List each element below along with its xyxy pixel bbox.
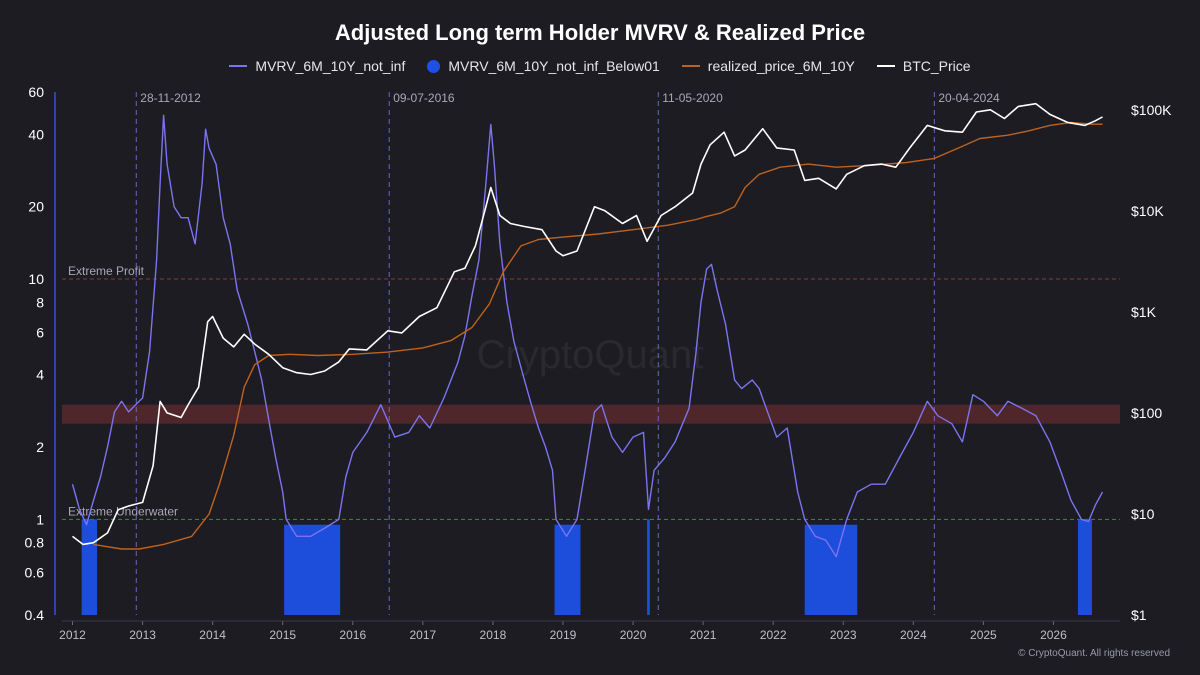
y-left-tick-label: 0.8 xyxy=(25,535,45,551)
x-tick-label: 2016 xyxy=(339,628,366,642)
chart-title: Adjusted Long term Holder MVRV & Realize… xyxy=(334,20,866,45)
x-tick-label: 2024 xyxy=(900,628,927,642)
reference-line-label: Extreme Profit xyxy=(68,264,145,278)
y-left-tick-label: 20 xyxy=(28,199,44,215)
x-tick-label: 2023 xyxy=(830,628,857,642)
x-tick-label: 2020 xyxy=(620,628,647,642)
below01-bar xyxy=(804,524,858,615)
below01-bar xyxy=(1077,519,1092,615)
below01-bar xyxy=(284,524,341,615)
x-tick-label: 2025 xyxy=(970,628,997,642)
below01-bar xyxy=(81,519,98,615)
x-tick-label: 2019 xyxy=(550,628,577,642)
risk-band xyxy=(62,404,1120,424)
x-tick-label: 2012 xyxy=(59,628,86,642)
cycle-marker-label: 20-04-2024 xyxy=(938,91,1000,105)
cycle-marker-label: 11-05-2020 xyxy=(662,91,723,105)
y-right-tick-label: $1 xyxy=(1131,607,1147,623)
y-right-tick-label: $100 xyxy=(1131,405,1162,421)
y-left-tick-label: 0.6 xyxy=(25,565,45,581)
legend-label: realized_price_6M_10Y xyxy=(707,58,855,74)
series-line xyxy=(72,102,1103,546)
y-left-tick-label: 2 xyxy=(36,439,44,455)
y-right-tick-label: $10 xyxy=(1131,506,1155,522)
chart-legend: MVRV_6M_10Y_not_inf MVRV_6M_10Y_not_inf_B… xyxy=(0,58,1200,74)
y-left-tick-label: 8 xyxy=(36,294,44,310)
y-right-tick-label: $1K xyxy=(1131,304,1157,320)
series-line xyxy=(93,121,1103,550)
series-line xyxy=(71,114,1104,558)
legend-item[interactable]: MVRV_6M_10Y_not_inf xyxy=(229,58,405,74)
x-tick-label: 2017 xyxy=(409,628,436,642)
x-tick-label: 2022 xyxy=(760,628,787,642)
x-tick-label: 2013 xyxy=(129,628,156,642)
legend-label: MVRV_6M_10Y_not_inf xyxy=(255,58,406,74)
y-left-tick-label: 1 xyxy=(36,511,44,527)
watermark: CryptoQuant xyxy=(477,333,704,377)
legend-swatch xyxy=(229,65,248,67)
legend-label: BTC_Price xyxy=(902,58,971,74)
below01-bar xyxy=(647,519,650,615)
reference-line-label: Extreme Underwater xyxy=(68,504,178,518)
legend-swatch xyxy=(427,59,441,73)
y-left-tick-label: 10 xyxy=(28,271,44,287)
copyright-text: © CryptoQuant. All rights reserved xyxy=(1018,648,1170,659)
cycle-marker-label: 28-11-2012 xyxy=(140,91,201,105)
x-tick-label: 2026 xyxy=(1040,628,1067,642)
y-left-tick-label: 6 xyxy=(36,324,44,340)
legend-swatch xyxy=(681,65,700,67)
below01-bar xyxy=(554,524,581,615)
cycle-marker-label: 09-07-2016 xyxy=(393,91,455,105)
x-tick-label: 2014 xyxy=(199,628,226,642)
y-left-tick-label: 40 xyxy=(28,126,44,142)
y-left-tick-label: 0.4 xyxy=(25,607,45,623)
y-right-tick-label: $10K xyxy=(1131,203,1164,219)
legend-item[interactable]: MVRV_6M_10Y_not_inf_Below01 xyxy=(427,58,660,74)
x-tick-label: 2021 xyxy=(690,628,717,642)
legend-swatch xyxy=(876,65,895,67)
legend-item[interactable]: realized_price_6M_10Y xyxy=(681,58,855,74)
legend-label: MVRV_6M_10Y_not_inf_Below01 xyxy=(448,58,660,74)
x-tick-label: 2015 xyxy=(269,628,296,642)
y-right-tick-label: $100K xyxy=(1131,102,1172,118)
legend-item[interactable]: BTC_Price xyxy=(876,58,971,74)
x-tick-label: 2018 xyxy=(480,628,507,642)
y-left-tick-label: 4 xyxy=(36,367,44,383)
y-left-tick-label: 60 xyxy=(28,84,44,100)
